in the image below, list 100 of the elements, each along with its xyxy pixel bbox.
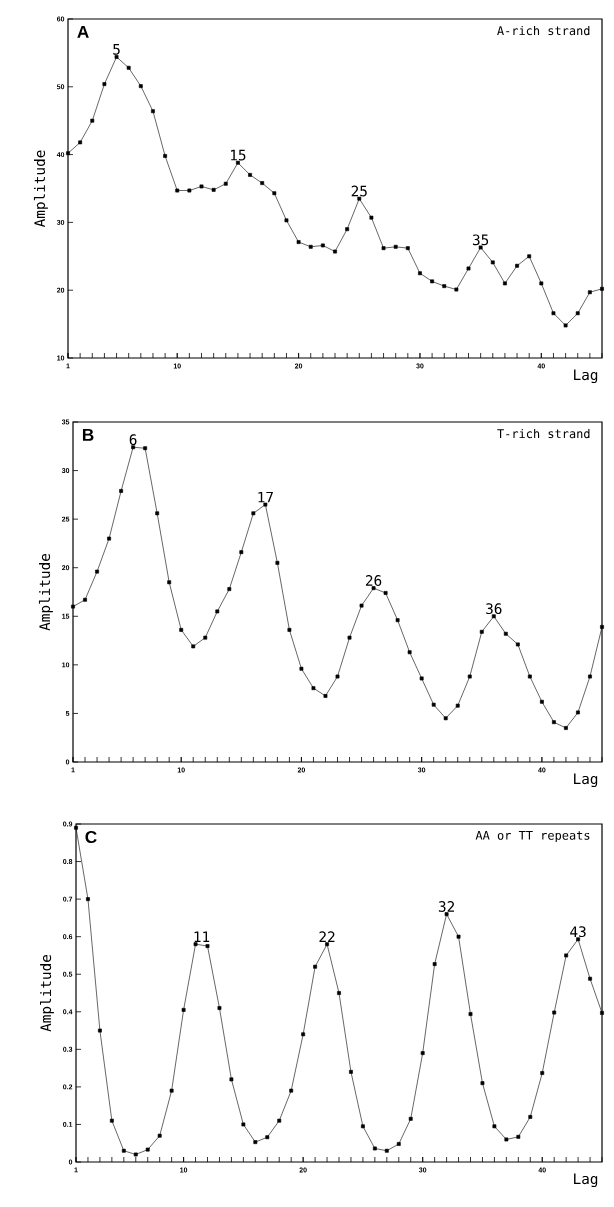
point [251,511,256,516]
point [430,279,434,284]
point [205,944,210,948]
point [66,151,70,156]
point [371,586,376,590]
point [311,686,316,691]
annotation: 35 [472,234,489,246]
point [527,674,532,679]
point [337,991,341,995]
annotation: 36 [486,603,502,615]
point [552,1010,557,1015]
point [527,254,532,259]
point [563,323,568,328]
point [179,627,184,632]
chart-title: T-rich strand [497,428,590,439]
point [151,109,155,114]
annotation: 11 [194,931,210,942]
point [503,631,508,636]
point [467,674,472,679]
point [490,260,495,265]
point [308,244,313,249]
annotation: C [85,830,97,844]
point [333,249,337,254]
point [466,266,471,271]
point [169,1088,174,1093]
point [335,674,340,679]
point [600,625,604,629]
point [325,942,329,947]
chart-title: A-rich strand [497,25,590,36]
point [163,154,167,158]
annotation: 32 [438,901,455,912]
point [444,912,449,917]
point [227,587,232,591]
annotation: 5 [113,44,120,55]
point [217,1006,222,1010]
point [468,1012,473,1016]
point [345,227,350,232]
point [347,635,352,640]
point [74,825,78,830]
point [528,1115,533,1119]
point [395,618,400,623]
point [121,1148,126,1153]
point [277,1118,282,1123]
point [287,627,292,632]
point [384,1148,389,1153]
point [575,311,580,316]
point [454,287,459,292]
point [359,603,364,608]
annotation: 25 [351,185,367,197]
point [301,1032,306,1037]
point [540,699,544,704]
point [248,173,252,177]
point [138,84,143,88]
point [299,666,304,671]
point [515,642,520,647]
point [492,1124,497,1129]
annotation: 6 [129,434,137,446]
point [284,218,289,223]
point [126,65,131,70]
point [405,246,410,251]
point [587,290,592,295]
point [418,271,422,276]
point [155,511,160,516]
point [223,181,228,186]
annotation: 43 [570,926,586,938]
point [203,635,208,640]
point [211,187,216,192]
point [515,263,519,268]
x-axis-title: Lag [574,369,598,384]
point [369,215,374,220]
point [313,964,317,969]
point [289,1088,294,1093]
point [516,1134,521,1139]
point [503,281,507,286]
point [396,1142,401,1146]
point [588,674,592,679]
point [407,650,412,655]
annotation: B [82,428,94,441]
y-axis-title: Amplitude [38,553,53,631]
point [229,1077,234,1082]
point [480,1081,485,1086]
annotation: 22 [319,931,335,942]
point [320,243,325,248]
point [145,1147,150,1152]
point [504,1137,509,1142]
point [361,1124,365,1129]
annotation: 15 [230,149,246,161]
point [86,897,90,902]
point [193,942,198,947]
point [372,1146,377,1151]
point [588,976,592,981]
point [408,1116,413,1121]
point [576,710,580,715]
point [187,188,192,193]
point [600,1011,604,1015]
point [323,694,328,698]
point [107,536,111,541]
point [491,614,496,619]
x-axis-title: Lag [574,1173,598,1188]
point [419,676,424,681]
